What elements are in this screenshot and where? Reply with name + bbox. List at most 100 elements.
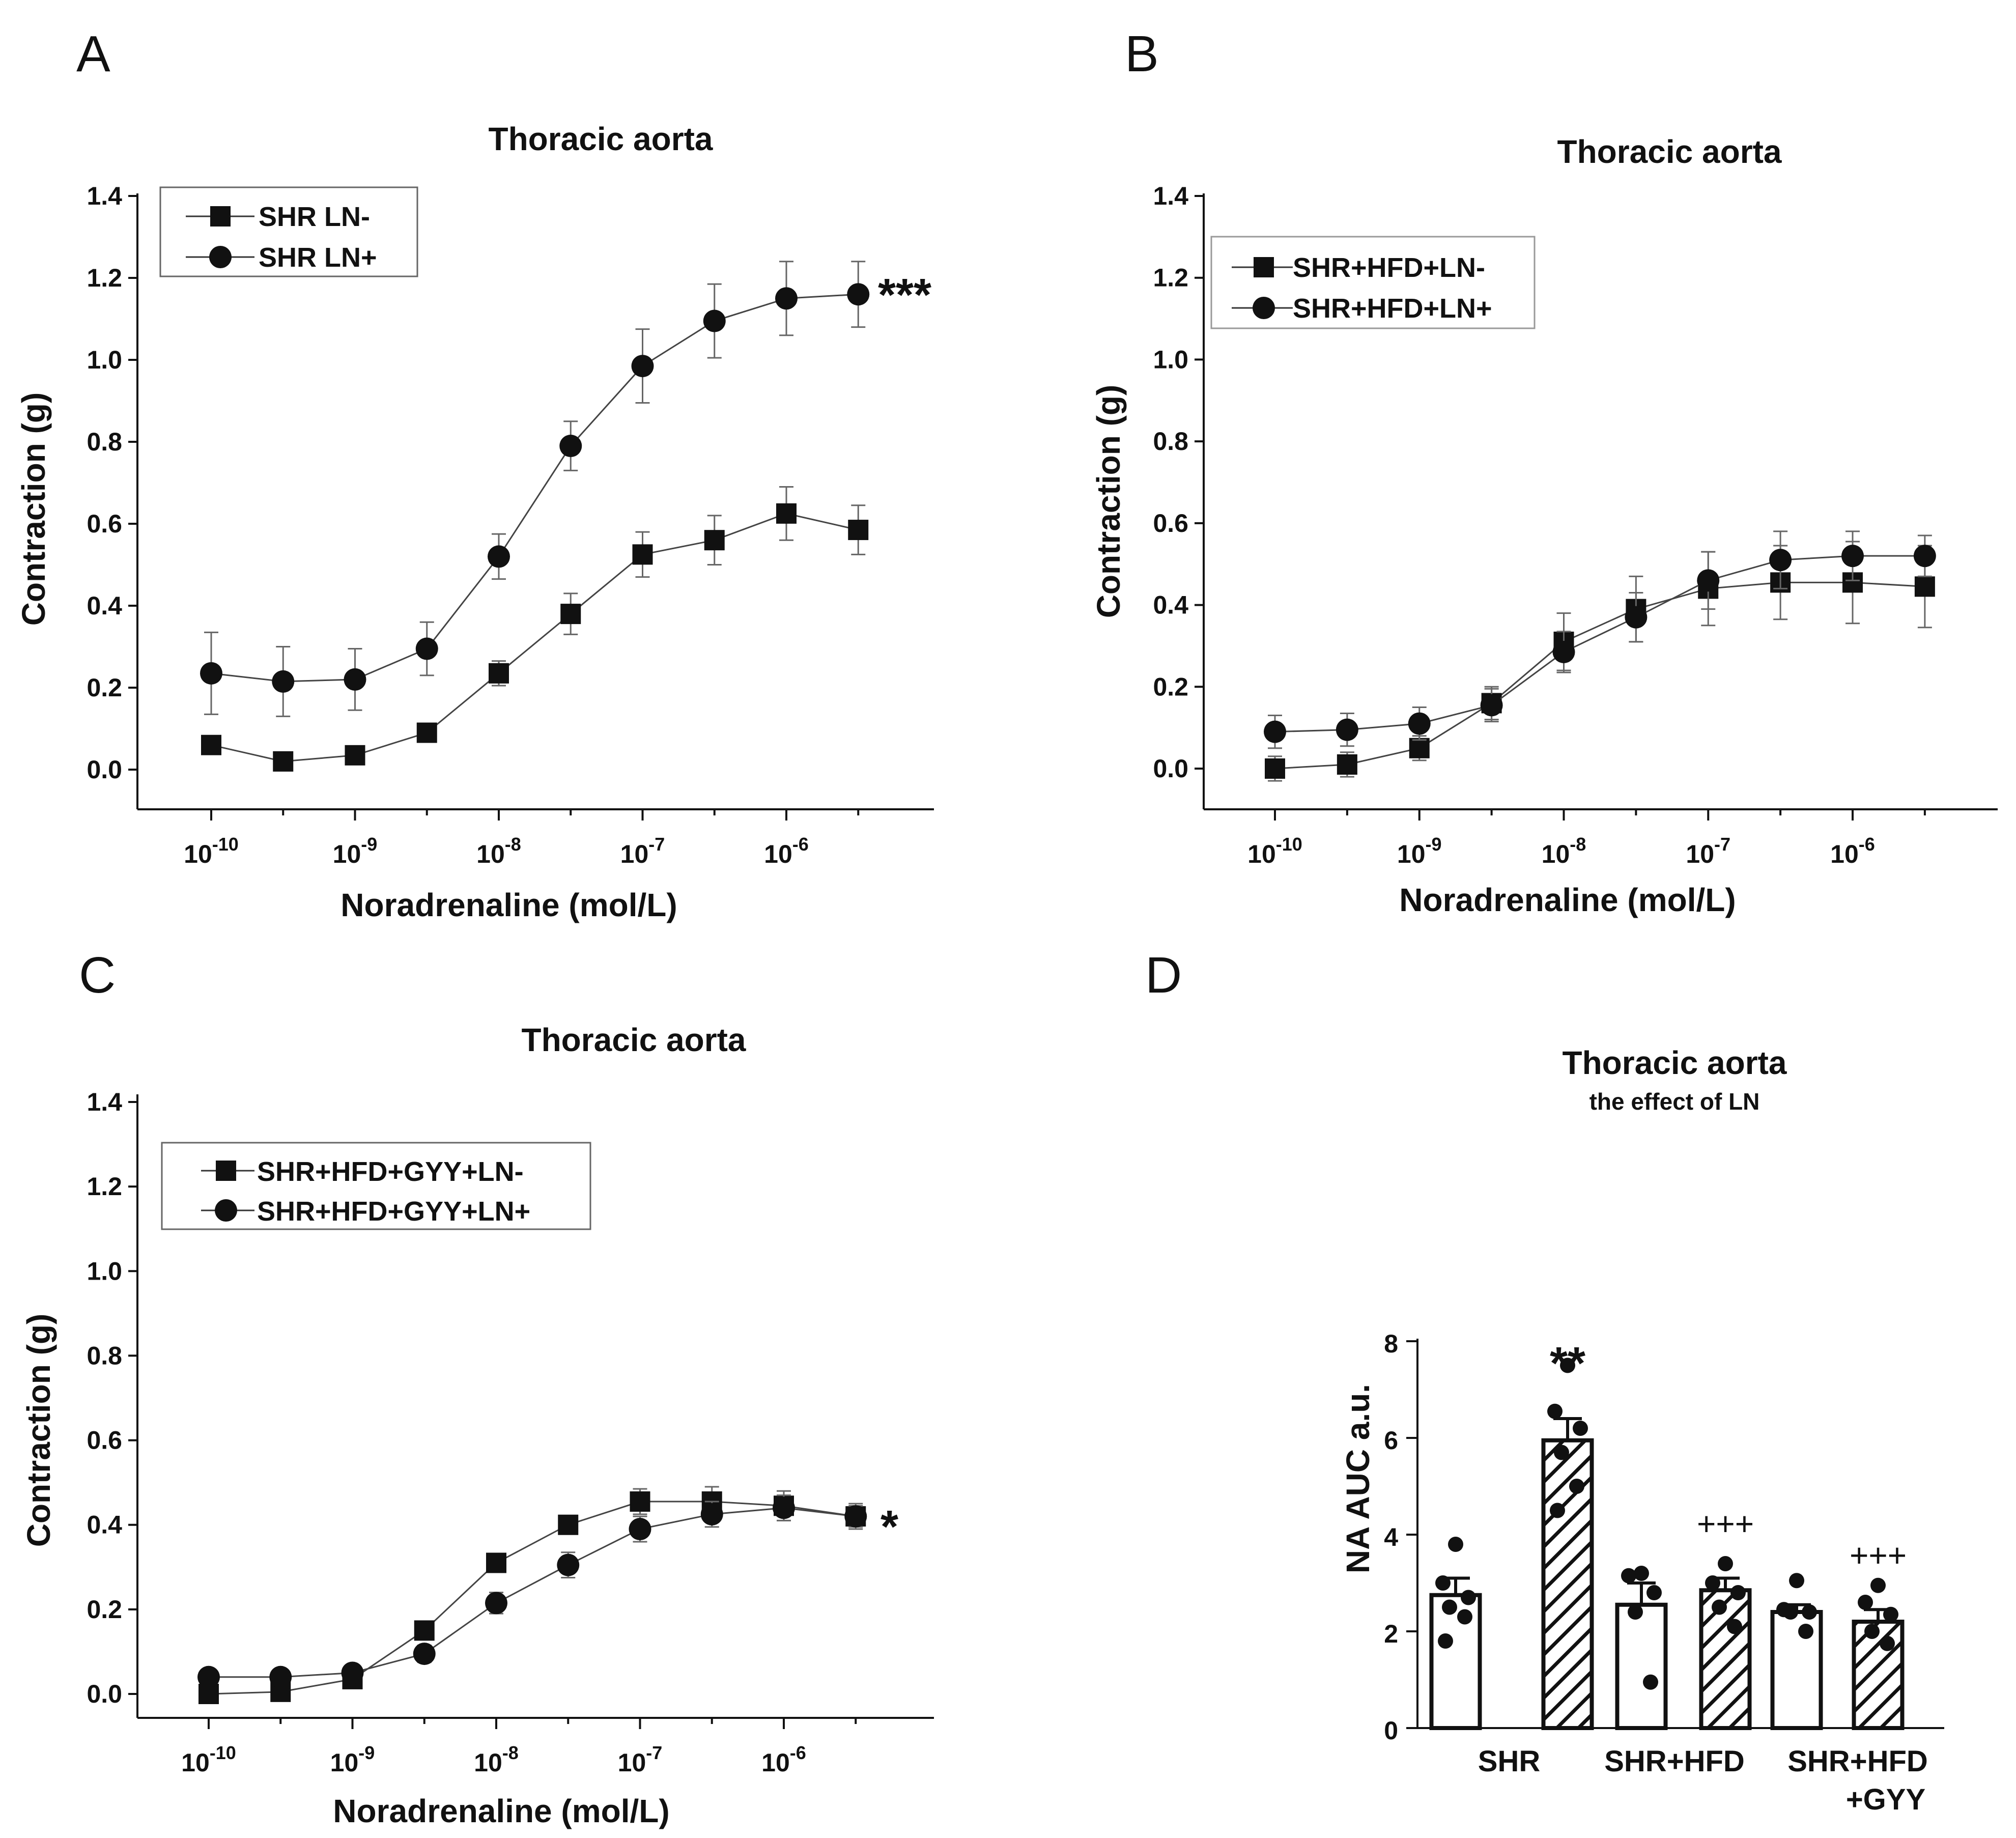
panel-d: D Thoracic aorta the effect of LN NA AUC… [1145,947,1944,1816]
panel-b-label: B [1125,25,1159,82]
panel-b-legend: SHR+HFD+LN- SHR+HFD+LN+ [1210,236,1536,329]
data-point-circle [1408,712,1431,735]
data-point-dot [1550,1503,1565,1518]
data-point-dot [1435,1575,1451,1591]
data-point-square [414,1620,435,1641]
bar [1541,1438,1594,1730]
y-tick-label: 0.8 [87,1341,122,1370]
group-label-shr-hfd-gyy-line1: SHR+HFD [1787,1745,1928,1778]
data-point-dot [1883,1606,1898,1622]
data-point-square [201,734,221,755]
panel-a-xlabel: Noradrenaline (mol/L) [340,887,677,923]
x-tick-label: 10-9 [330,1742,375,1777]
panel-a-plot: 0.0 0.2 0.4 0.6 0.8 1.0 1.2 1.4 10-10 10-9 10-8 10-… [87,182,934,868]
significance-mark: +++ [1850,1537,1907,1573]
data-point-circle [631,355,654,378]
panel-b-ylabel: Contraction (g) [1090,385,1127,618]
x-tick-label: 10-10 [184,834,239,868]
panel-b: B Thoracic aorta Contraction (g) Noradre… [1090,25,1998,918]
data-point-square [1914,576,1935,597]
data-point-circle [775,287,798,310]
data-point-circle [1913,545,1936,568]
data-point-square [632,544,653,565]
data-point-dot [1802,1604,1817,1620]
y-tick-label: 0.0 [87,1680,122,1708]
data-point-circle [629,1518,651,1541]
data-point-dot [1798,1624,1813,1639]
data-point-circle [1769,549,1792,572]
data-point-circle [413,1643,436,1665]
legend-label-c-1: SHR+HFD+GYY+LN- [257,1156,524,1187]
group-label-shr: SHR [1478,1745,1540,1778]
panel-c-ylabel: Contraction (g) [20,1314,57,1547]
data-point-dot [1461,1590,1476,1605]
x-tick-label: 10-6 [1830,834,1875,868]
bar [1615,1602,1668,1730]
y-tick-label: 0.4 [87,591,122,620]
data-point-dot [1448,1537,1463,1552]
data-point-circle [1480,694,1503,717]
group-label-shr-hfd: SHR+HFD [1604,1745,1745,1778]
panel-d-label: D [1145,947,1182,1004]
series-line [1274,581,1925,770]
panel-a-title: Thoracic aorta [488,121,713,157]
data-point-dot [1880,1635,1895,1651]
data-point-dot [1634,1566,1649,1581]
data-point-circle [703,309,726,332]
y-tick-label: 0.2 [87,1595,122,1624]
legend-square-marker [216,1161,236,1181]
series-line [209,1507,856,1678]
data-point-dot [1646,1585,1662,1600]
data-point-square [345,745,365,766]
legend-box [159,186,418,277]
significance-mark: ** [1550,1338,1585,1389]
data-point-dot [1569,1479,1584,1494]
data-point-dot [1730,1585,1746,1600]
legend-circle-marker [1253,297,1275,319]
data-point-square [1265,758,1285,779]
data-point-dot [1643,1674,1658,1690]
y-tick-label: 0.6 [87,510,122,538]
y-tick-label: 4 [1384,1523,1398,1551]
data-point-dot [1858,1595,1873,1610]
data-point-circle [1625,606,1648,629]
bar [1770,1610,1823,1730]
y-tick-label: 0.0 [87,755,122,784]
x-tick-label: 10-8 [476,834,521,868]
data-point-dot [1554,1445,1569,1460]
x-tick-label: 10-8 [474,1742,519,1777]
data-point-circle [557,1553,580,1576]
panel-a-label: A [76,25,110,82]
series-line [1274,555,1925,733]
data-point-circle [1841,545,1864,568]
panel-d-subtitle: the effect of LN [1589,1088,1760,1115]
data-point-dot [1442,1599,1457,1615]
y-tick-label: 0.2 [1153,672,1188,701]
data-point-dot [1705,1575,1720,1591]
data-point-square [776,503,797,524]
data-point-circle [344,668,366,691]
data-point-circle [1264,720,1286,743]
data-point-dot [1560,1358,1575,1373]
data-point-circle [773,1496,795,1519]
data-point-square [486,1552,506,1573]
data-point-square [704,530,725,551]
panel-c-xlabel: Noradrenaline (mol/L) [333,1793,669,1829]
y-tick-label: 1.4 [1153,182,1188,210]
data-point-dot [1727,1619,1742,1634]
data-point-dot [1870,1577,1886,1593]
y-tick-label: 0.8 [1153,427,1188,456]
data-point-circle [847,283,870,306]
x-tick-label: 10-7 [620,834,665,868]
data-point-dot [1712,1599,1727,1615]
data-point-dot [1718,1556,1733,1571]
panel-b-xlabel: Noradrenaline (mol/L) [1399,882,1736,918]
panel-a-legend: SHR LN- SHR LN+ [159,186,418,277]
data-point-dot [1864,1624,1880,1639]
y-tick-label: 1.0 [87,1257,122,1285]
x-tick-label: 10-9 [333,834,378,868]
y-tick-label: 1.2 [87,264,122,292]
data-point-dot [1783,1604,1798,1620]
data-point-circle [844,1505,867,1528]
panel-a-significance: *** [878,270,931,321]
